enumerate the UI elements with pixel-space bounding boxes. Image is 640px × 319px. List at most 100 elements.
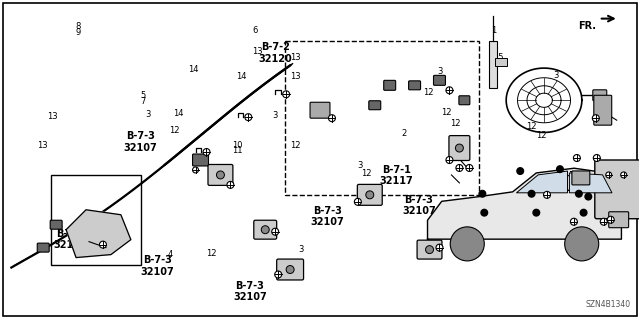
Circle shape <box>605 172 612 178</box>
Circle shape <box>570 218 577 225</box>
Text: B-7-3
32107: B-7-3 32107 <box>233 280 267 302</box>
Text: 6: 6 <box>252 26 258 35</box>
Circle shape <box>193 167 198 173</box>
Circle shape <box>216 171 225 179</box>
Text: 3: 3 <box>145 110 150 119</box>
Circle shape <box>607 216 614 223</box>
FancyBboxPatch shape <box>593 90 607 101</box>
FancyBboxPatch shape <box>384 80 396 90</box>
Circle shape <box>564 227 599 261</box>
Circle shape <box>621 172 627 178</box>
FancyBboxPatch shape <box>594 95 612 125</box>
Circle shape <box>517 168 524 174</box>
Polygon shape <box>516 171 568 193</box>
Circle shape <box>533 209 540 216</box>
Text: 12: 12 <box>441 108 451 117</box>
Text: 5: 5 <box>140 92 145 100</box>
Circle shape <box>456 144 463 152</box>
FancyBboxPatch shape <box>433 75 445 85</box>
FancyBboxPatch shape <box>369 101 381 110</box>
Text: SZN4B1340: SZN4B1340 <box>586 300 630 309</box>
Text: 13: 13 <box>291 53 301 62</box>
Circle shape <box>227 182 234 189</box>
Circle shape <box>245 114 252 121</box>
Circle shape <box>580 209 587 216</box>
Text: 3: 3 <box>298 245 303 254</box>
Circle shape <box>446 157 453 163</box>
Circle shape <box>426 246 433 254</box>
Text: B-7-3
32107: B-7-3 32107 <box>311 206 344 227</box>
Circle shape <box>272 228 278 235</box>
Text: 7: 7 <box>140 97 145 106</box>
Circle shape <box>99 241 106 248</box>
Circle shape <box>543 191 550 198</box>
Polygon shape <box>570 173 612 193</box>
Text: 14: 14 <box>236 72 246 81</box>
FancyBboxPatch shape <box>254 220 276 239</box>
Text: 13: 13 <box>38 141 48 150</box>
Text: 12: 12 <box>450 119 460 129</box>
Text: B-7-3
32107: B-7-3 32107 <box>124 131 157 153</box>
FancyBboxPatch shape <box>50 220 62 229</box>
Text: 12: 12 <box>170 126 180 135</box>
Circle shape <box>283 91 290 98</box>
Text: B-7-1
32117: B-7-1 32117 <box>380 165 413 186</box>
Text: 3: 3 <box>553 71 559 80</box>
Circle shape <box>575 190 582 197</box>
Polygon shape <box>428 168 621 239</box>
Text: 6: 6 <box>58 226 63 235</box>
Circle shape <box>592 115 599 122</box>
Circle shape <box>466 165 473 171</box>
Text: 1: 1 <box>491 26 496 35</box>
Text: 12: 12 <box>90 211 101 219</box>
Circle shape <box>203 149 210 156</box>
Circle shape <box>436 244 443 251</box>
Bar <box>489 41 497 88</box>
Circle shape <box>593 154 600 161</box>
Polygon shape <box>66 210 131 257</box>
Text: 14: 14 <box>173 109 184 118</box>
Text: 12: 12 <box>291 141 301 150</box>
Bar <box>495 58 507 66</box>
FancyBboxPatch shape <box>459 96 470 105</box>
Circle shape <box>275 271 282 278</box>
Text: 13: 13 <box>291 72 301 81</box>
Bar <box>51 175 141 264</box>
Circle shape <box>261 226 269 234</box>
Text: 14: 14 <box>189 65 199 74</box>
Text: B-7
32100: B-7 32100 <box>550 171 584 193</box>
FancyBboxPatch shape <box>417 240 442 259</box>
Text: B-7-3
32107: B-7-3 32107 <box>53 229 87 250</box>
Text: 12: 12 <box>536 131 547 140</box>
FancyBboxPatch shape <box>572 171 590 185</box>
FancyBboxPatch shape <box>193 154 209 166</box>
Text: 13: 13 <box>47 112 58 121</box>
FancyBboxPatch shape <box>449 136 470 160</box>
Text: 11: 11 <box>232 146 243 155</box>
Text: 12: 12 <box>207 249 217 258</box>
Text: 10: 10 <box>232 141 243 150</box>
Circle shape <box>450 227 484 261</box>
Text: 8: 8 <box>75 22 81 31</box>
FancyBboxPatch shape <box>208 165 233 185</box>
Circle shape <box>366 191 374 199</box>
Circle shape <box>328 115 335 122</box>
Bar <box>285 41 479 195</box>
FancyBboxPatch shape <box>357 184 382 205</box>
Circle shape <box>528 190 535 197</box>
Text: B-7-2
32120: B-7-2 32120 <box>259 42 292 64</box>
Text: 13: 13 <box>252 47 263 56</box>
FancyBboxPatch shape <box>37 243 49 252</box>
Text: 3: 3 <box>273 111 278 120</box>
Text: 12: 12 <box>423 88 433 97</box>
Circle shape <box>585 193 591 200</box>
Circle shape <box>286 265 294 273</box>
Circle shape <box>446 87 453 94</box>
Text: 2: 2 <box>401 129 407 138</box>
Text: 12: 12 <box>526 122 537 131</box>
Circle shape <box>600 218 607 225</box>
Text: 15: 15 <box>493 53 504 62</box>
Circle shape <box>355 198 362 205</box>
Circle shape <box>557 166 563 173</box>
Circle shape <box>573 154 580 161</box>
